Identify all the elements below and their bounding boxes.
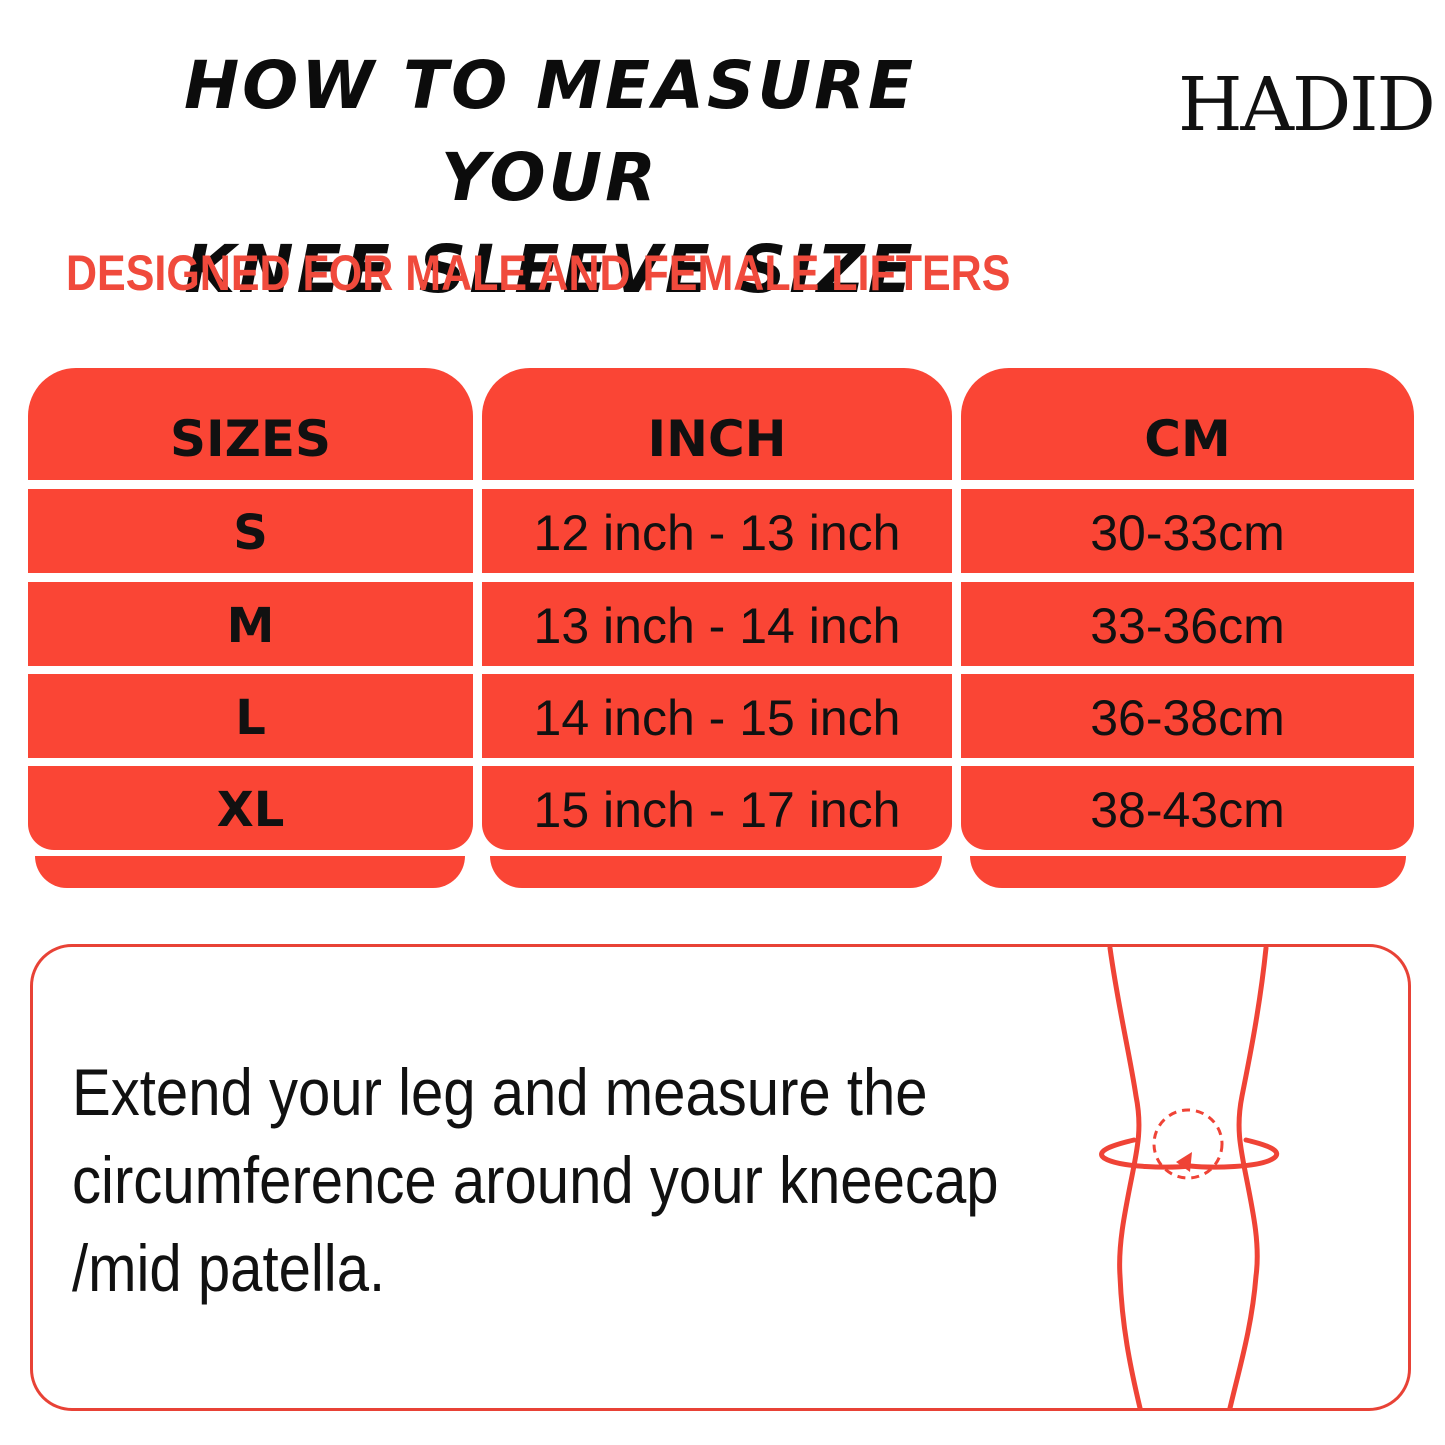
knee-measure-icon <box>1099 946 1280 1410</box>
table-row: 30-33cm <box>961 489 1414 573</box>
cm-cell: 33-36cm <box>1090 598 1285 654</box>
size-column: SIZES S M L XL <box>28 368 473 888</box>
table-row: M <box>28 582 473 666</box>
table-row: 12 inch - 13 inch <box>482 489 952 573</box>
cm-cell: 38-43cm <box>1090 782 1285 838</box>
title-line-2: KNEE SLEEVE SIZE <box>184 231 916 308</box>
rotate-arrow-icon <box>1152 1108 1224 1180</box>
inch-cell: 14 inch - 15 inch <box>533 690 901 746</box>
size-cell: S <box>233 505 268 561</box>
table-row: 33-36cm <box>961 582 1414 666</box>
subtitle: DESIGNED FOR MALE AND FEMALE LIFTERS <box>66 245 1011 301</box>
cm-column-footer <box>970 856 1406 888</box>
instruction-box <box>30 944 1411 1411</box>
instruction-line-3: /mid patella. <box>72 1231 386 1305</box>
cm-cell: 30-33cm <box>1090 505 1285 561</box>
instruction-line-1: Extend your leg and measure the <box>72 1055 928 1129</box>
cm-cell: 36-38cm <box>1090 690 1285 746</box>
table-row: 13 inch - 14 inch <box>482 582 952 666</box>
table-row: 14 inch - 15 inch <box>482 674 952 758</box>
table-row: L <box>28 674 473 758</box>
table-row: XL <box>28 766 473 850</box>
cm-header-label: CM <box>1144 410 1231 468</box>
inch-cell: 12 inch - 13 inch <box>533 505 901 561</box>
instruction-text: Extend your leg and measure the circumfe… <box>72 1048 999 1312</box>
brand-logo: HADID <box>1178 62 1436 148</box>
size-cell: L <box>235 690 266 746</box>
inch-header: INCH <box>482 368 952 480</box>
size-column-footer <box>35 856 465 888</box>
table-row: 15 inch - 17 inch <box>482 766 952 850</box>
page-title: HOW TO MEASURE YOUR KNEE SLEEVE SIZE <box>70 40 1030 316</box>
table-row: 36-38cm <box>961 674 1414 758</box>
inch-column-footer <box>490 856 942 888</box>
size-header-label: SIZES <box>169 410 332 468</box>
table-row: S <box>28 489 473 573</box>
table-row: 38-43cm <box>961 766 1414 850</box>
title-line-1: HOW TO MEASURE YOUR <box>183 47 917 216</box>
size-cell: XL <box>216 782 285 838</box>
cm-header: CM <box>961 368 1414 480</box>
cm-column: CM 30-33cm 33-36cm 36-38cm 38-43cm <box>961 368 1414 888</box>
inch-column: INCH 12 inch - 13 inch 13 inch - 14 inch… <box>482 368 952 888</box>
instruction-line-2: circumference around your kneecap <box>72 1143 999 1217</box>
size-cell: M <box>226 598 275 654</box>
inch-cell: 15 inch - 17 inch <box>533 782 901 838</box>
inch-cell: 13 inch - 14 inch <box>533 598 901 654</box>
inch-header-label: INCH <box>647 410 787 468</box>
size-header: SIZES <box>28 368 473 480</box>
